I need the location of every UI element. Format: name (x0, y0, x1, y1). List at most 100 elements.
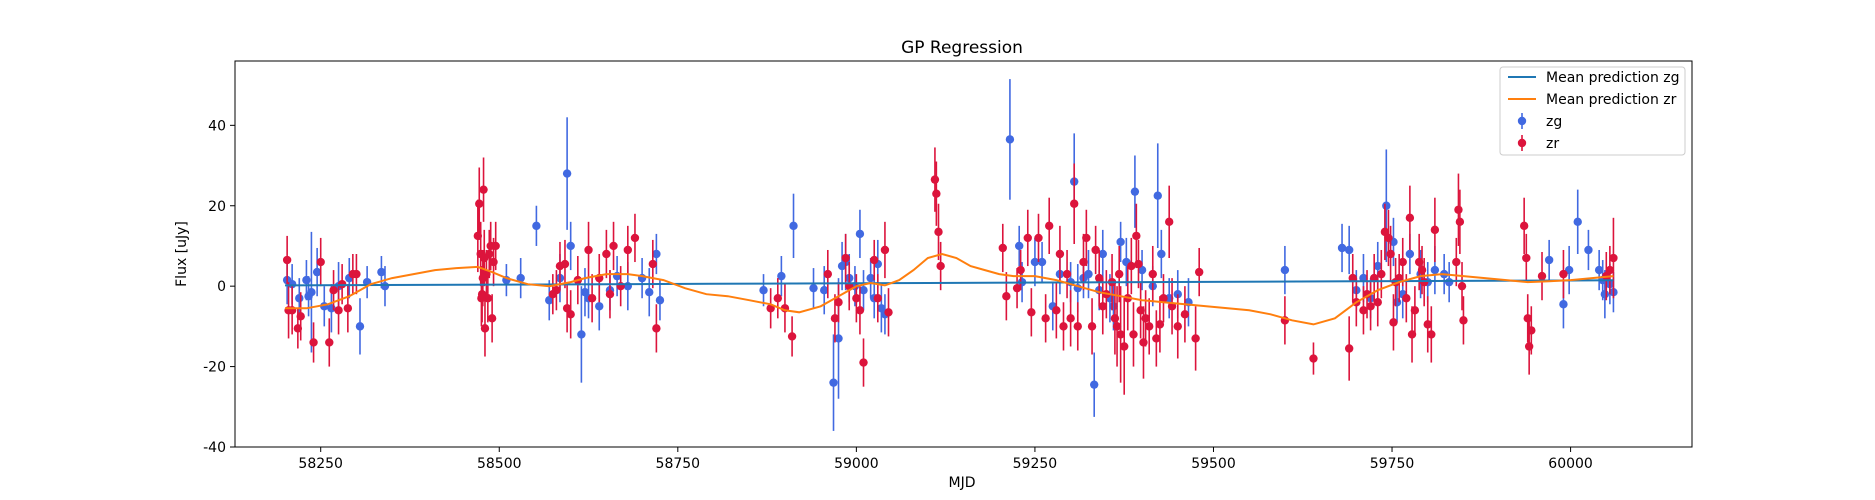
data-point (1605, 265, 1615, 275)
x-tick-label: 58500 (477, 456, 522, 472)
data-point (820, 285, 829, 295)
data-point (605, 290, 615, 299)
data-point (478, 273, 488, 283)
data-point (1144, 322, 1154, 331)
data-point (1377, 269, 1386, 279)
data-point (1098, 249, 1107, 259)
data-point (480, 324, 490, 333)
data-point (1132, 231, 1141, 241)
data-point (587, 294, 597, 303)
data-point (1402, 294, 1411, 303)
data-point (1559, 269, 1568, 279)
data-point (377, 267, 386, 277)
data-point (1191, 334, 1200, 343)
data-point (1405, 213, 1415, 223)
data-point (855, 229, 865, 239)
data-point (1359, 273, 1368, 283)
data-point (777, 271, 786, 281)
data-point (566, 241, 575, 251)
legend-label-zg: zg (1546, 114, 1562, 130)
data-point (1082, 233, 1091, 243)
data-point (1134, 259, 1143, 269)
y-tick-label: -20 (203, 360, 226, 376)
data-point (1005, 135, 1015, 144)
data-point (652, 324, 661, 333)
data-point (630, 233, 640, 243)
data-point (1119, 342, 1129, 351)
data-point (1344, 245, 1354, 255)
data-point (1373, 261, 1382, 271)
data-point (491, 241, 500, 251)
data-point (834, 298, 843, 307)
data-point (1155, 320, 1165, 329)
data-point (355, 322, 365, 331)
series-zr (282, 147, 1618, 395)
data-point (1600, 290, 1610, 299)
data-point (312, 267, 322, 277)
data-point (552, 285, 561, 295)
legend-marker-zr (1517, 135, 1527, 151)
data-point (648, 259, 658, 269)
data-point (1090, 380, 1099, 389)
data-point (1130, 187, 1140, 196)
data-point (1066, 314, 1075, 323)
data-point (1041, 314, 1050, 323)
data-point (562, 169, 572, 178)
x-tick-label: 59250 (1013, 456, 1058, 472)
data-point (316, 257, 325, 267)
data-point (1452, 257, 1461, 267)
data-point (1410, 306, 1420, 315)
data-point (1055, 249, 1065, 259)
data-point (296, 312, 305, 321)
data-point (1594, 265, 1604, 275)
data-point (1087, 322, 1097, 331)
data-point (1527, 326, 1536, 335)
data-point (1173, 290, 1182, 299)
data-point (1369, 273, 1379, 283)
data-point (1159, 294, 1168, 303)
data-point (1180, 310, 1190, 319)
data-point (1359, 306, 1368, 315)
data-point (1027, 308, 1036, 317)
data-point (1386, 249, 1395, 259)
data-point (1309, 354, 1318, 363)
data-point (830, 314, 840, 323)
data-point (479, 185, 488, 194)
data-point (295, 294, 304, 303)
data-point (759, 285, 768, 295)
data-point (1153, 191, 1162, 200)
data-point (787, 332, 797, 341)
data-point (645, 287, 654, 297)
data-point (789, 221, 798, 231)
y-axis: -40 -20 0 20 40 (203, 118, 235, 456)
data-point (1012, 283, 1022, 293)
data-point (1016, 265, 1025, 275)
data-point (1398, 257, 1407, 267)
data-point (1015, 241, 1024, 251)
x-tick-label: 59750 (1370, 456, 1415, 472)
data-point (1444, 277, 1454, 287)
data-point (936, 261, 945, 271)
data-point (329, 285, 338, 295)
data-point (1127, 261, 1136, 271)
x-tick-label: 58750 (656, 456, 701, 472)
plot-frame (234, 60, 1693, 448)
data-point (1194, 267, 1204, 277)
data-point (1030, 257, 1040, 267)
data-point (352, 269, 361, 279)
x-tick-label: 58250 (298, 456, 343, 472)
data-point (1070, 199, 1079, 208)
data-point (602, 249, 611, 259)
legend: Mean prediction zg Mean prediction zr zg… (1499, 66, 1686, 156)
data-point (1129, 330, 1138, 339)
data-point (1114, 269, 1124, 279)
data-point (880, 245, 890, 255)
data-point (560, 259, 570, 269)
data-point (1148, 269, 1157, 279)
data-point (852, 294, 861, 303)
data-point (1002, 292, 1011, 301)
data-point (655, 296, 665, 305)
data-point (1084, 269, 1093, 279)
data-point (773, 294, 783, 303)
